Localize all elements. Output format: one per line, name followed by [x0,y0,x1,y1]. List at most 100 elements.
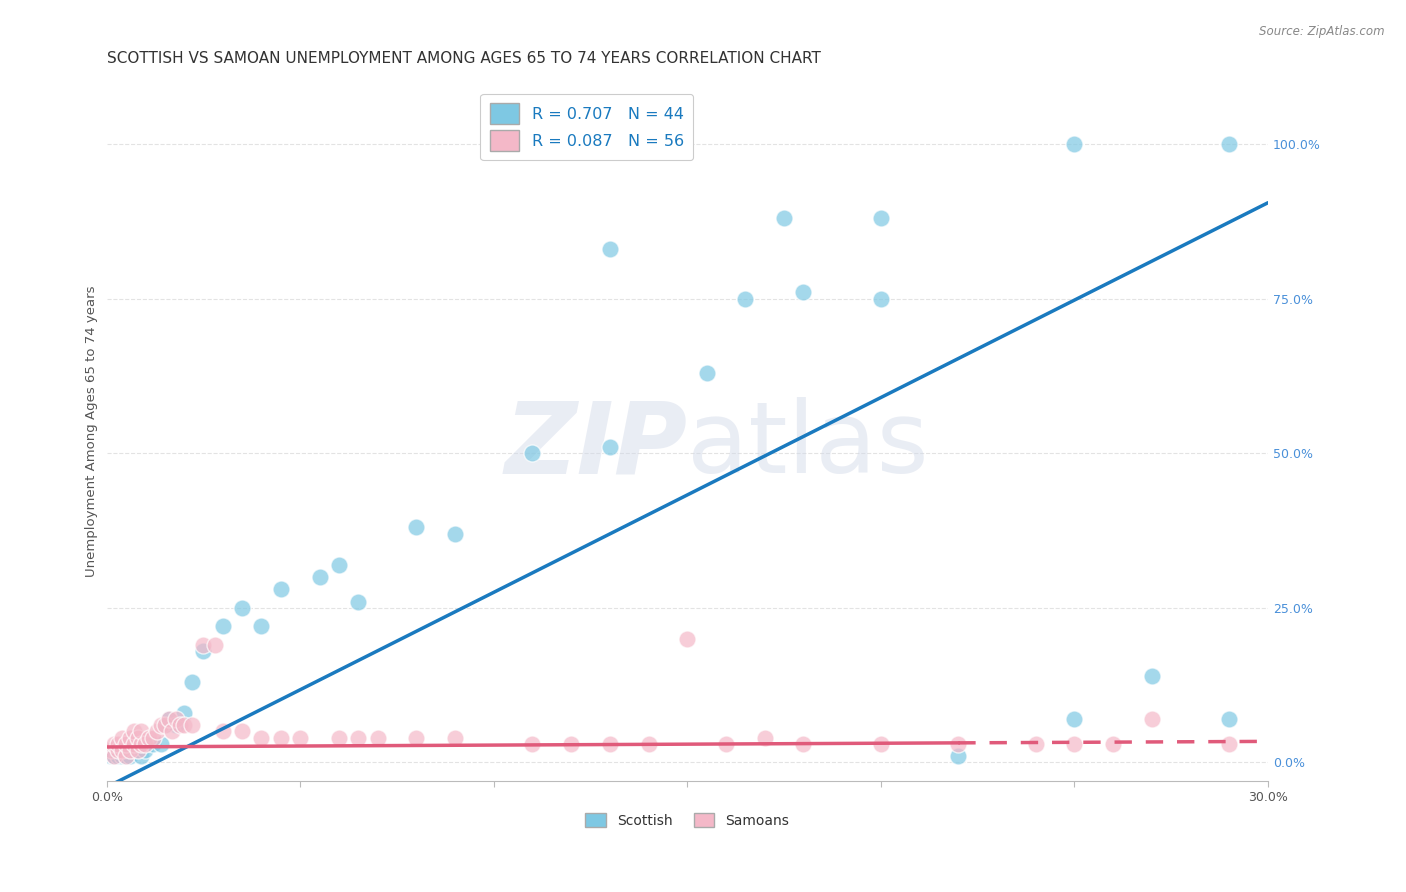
Point [869,211,891,226]
Point [115,749,138,764]
Point [193,638,215,652]
Point [637,737,659,751]
Point [1025,737,1047,751]
Point [193,644,215,658]
Point [405,731,427,745]
Point [250,619,273,633]
Point [231,724,253,739]
Point [599,440,621,454]
Point [153,718,176,732]
Legend: Scottish, Samoans: Scottish, Samoans [579,807,794,833]
Point [1063,712,1085,726]
Point [1063,737,1085,751]
Point [290,731,312,745]
Point [122,743,145,757]
Point [599,737,621,751]
Point [122,724,145,739]
Point [948,749,970,764]
Point [204,638,226,652]
Point [142,731,165,745]
Point [734,292,756,306]
Point [173,718,195,732]
Point [714,737,737,751]
Point [142,737,165,751]
Point [138,731,160,745]
Point [869,737,891,751]
Point [367,731,389,745]
Point [270,731,292,745]
Point [111,749,134,764]
Point [180,718,202,732]
Point [211,619,233,633]
Point [153,718,176,732]
Point [118,749,141,764]
Point [308,570,330,584]
Point [1140,669,1163,683]
Point [869,292,891,306]
Point [1218,712,1240,726]
Point [696,366,718,380]
Point [107,737,129,751]
Point [792,285,814,300]
Point [560,737,582,751]
Point [180,675,202,690]
Point [173,706,195,720]
Point [103,749,125,764]
Point [118,731,141,745]
Point [122,737,145,751]
Point [162,724,184,739]
Point [250,731,273,745]
Point [1218,136,1240,151]
Point [599,242,621,256]
Point [444,526,467,541]
Point [328,558,350,572]
Point [157,712,180,726]
Point [444,731,467,745]
Point [1140,712,1163,726]
Point [115,737,138,751]
Text: Source: ZipAtlas.com: Source: ZipAtlas.com [1260,25,1385,38]
Point [347,594,370,608]
Point [100,749,122,764]
Point [347,731,370,745]
Point [111,731,134,745]
Point [948,737,970,751]
Point [107,743,129,757]
Point [131,724,153,739]
Point [115,743,138,757]
Point [134,737,156,751]
Point [103,737,125,751]
Point [107,743,129,757]
Point [127,731,149,745]
Point [103,749,125,764]
Point [165,718,187,732]
Point [522,737,544,751]
Point [754,731,776,745]
Point [522,446,544,460]
Point [127,743,149,757]
Point [773,211,796,226]
Point [1102,737,1125,751]
Point [1063,136,1085,151]
Point [231,600,253,615]
Point [149,718,172,732]
Point [127,743,149,757]
Point [270,582,292,597]
Point [111,743,134,757]
Text: ZIP: ZIP [505,397,688,494]
Point [134,743,156,757]
Point [169,718,191,732]
Text: SCOTTISH VS SAMOAN UNEMPLOYMENT AMONG AGES 65 TO 74 YEARS CORRELATION CHART: SCOTTISH VS SAMOAN UNEMPLOYMENT AMONG AG… [107,51,821,66]
Point [676,632,699,646]
Point [131,749,153,764]
Point [149,737,172,751]
Point [211,724,233,739]
Point [157,712,180,726]
Y-axis label: Unemployment Among Ages 65 to 74 years: Unemployment Among Ages 65 to 74 years [86,285,98,577]
Point [1218,737,1240,751]
Point [146,724,169,739]
Point [328,731,350,745]
Point [100,743,122,757]
Point [118,743,141,757]
Point [131,737,153,751]
